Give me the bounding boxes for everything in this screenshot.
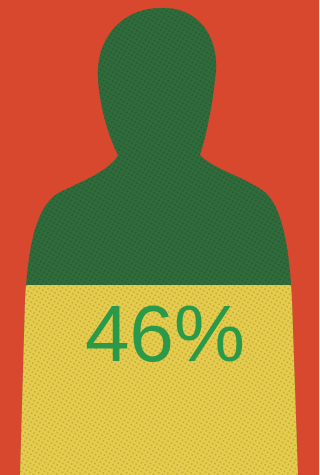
chart: 46% bbox=[0, 0, 319, 475]
value-label: 46% bbox=[85, 289, 245, 378]
page: 46% (() => { const data = JSON.parse(doc… bbox=[0, 0, 319, 475]
